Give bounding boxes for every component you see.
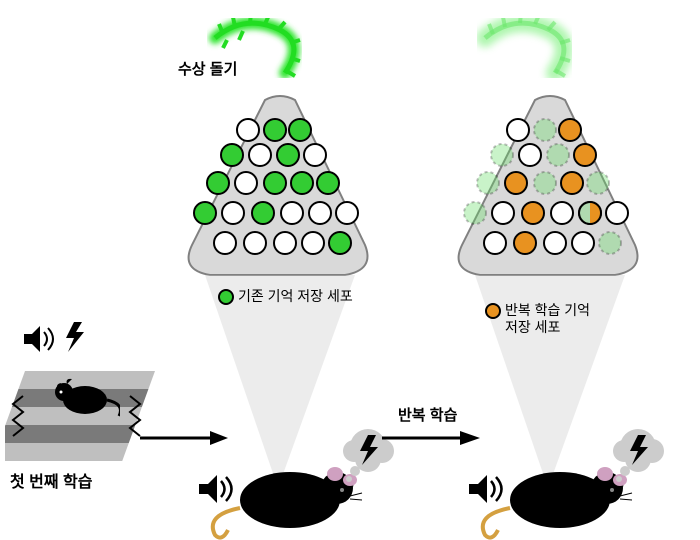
small-mouse <box>50 370 120 420</box>
speaker-icon-right <box>465 470 509 508</box>
thought-bubble-right <box>610 425 670 485</box>
first-learning-label: 첫 번째 학습 <box>10 468 93 492</box>
neuron-cells-right <box>0 0 700 300</box>
speaker-icon-center <box>195 470 239 508</box>
legend-repeat-text: 반복 학습 기억 저장 세포 <box>505 302 590 336</box>
legend-repeat: 반복 학습 기억 저장 세포 <box>485 286 590 336</box>
speaker-icon-small <box>20 322 60 356</box>
bolt-icon-small <box>64 320 88 354</box>
